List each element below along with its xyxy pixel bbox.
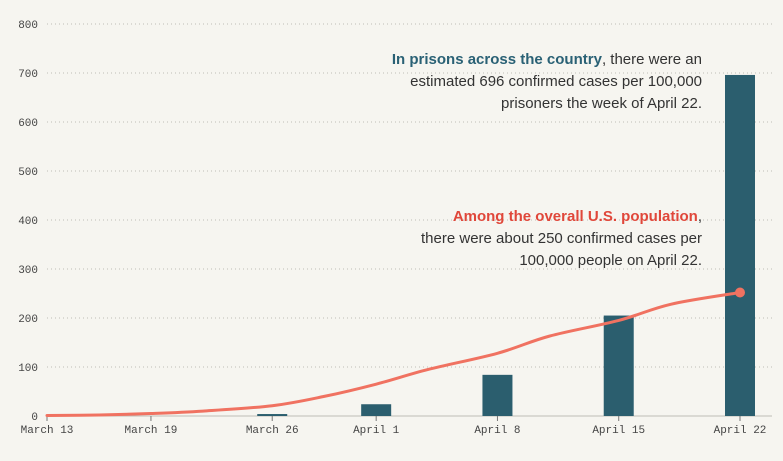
bar xyxy=(361,404,392,416)
us-population-endpoint xyxy=(735,287,745,298)
y-tick-label: 600 xyxy=(18,118,38,130)
y-tick-label: 0 xyxy=(31,412,38,424)
prisons-annotation: In prisons across the country, there wer… xyxy=(380,49,702,115)
prisons-annotation-text: , there were an estimated 696 confirmed … xyxy=(410,51,702,112)
y-tick-label: 200 xyxy=(18,314,38,326)
x-tick-label: April 22 xyxy=(714,425,767,437)
bar xyxy=(603,315,634,416)
y-tick-label: 300 xyxy=(18,265,38,277)
us-annotation: Among the overall U.S. population, there… xyxy=(420,206,702,272)
y-tick-label: 500 xyxy=(18,167,38,179)
x-tick-label: March 26 xyxy=(246,425,299,437)
bar xyxy=(725,74,755,417)
x-tick-label: March 19 xyxy=(125,425,178,437)
prisons-annotation-highlight: In prisons across the country xyxy=(391,51,602,68)
y-tick-label: 400 xyxy=(18,216,38,228)
bar xyxy=(257,414,288,416)
bar xyxy=(482,374,513,416)
x-tick-label: April 8 xyxy=(474,425,520,437)
y-tick-label: 800 xyxy=(18,20,38,32)
x-tick-label: April 15 xyxy=(592,425,645,437)
us-population-line xyxy=(45,291,742,418)
us-annotation-highlight: Among the overall U.S. population xyxy=(452,208,698,225)
x-tick-label: April 1 xyxy=(353,425,400,437)
y-tick-label: 700 xyxy=(18,69,38,81)
us-annotation-text: , there were about 250 confirmed cases p… xyxy=(421,208,702,269)
y-tick-label: 100 xyxy=(18,363,38,375)
x-tick-label: March 13 xyxy=(21,425,74,437)
